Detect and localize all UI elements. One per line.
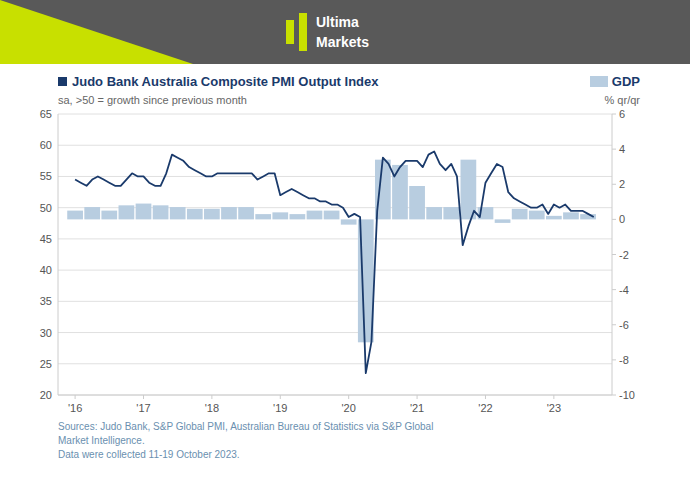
y2-tick-label: 2 [619, 178, 625, 190]
gdp-bar [341, 219, 357, 224]
y2-tick-label: -8 [619, 354, 629, 366]
y2-tick [612, 395, 616, 396]
gdp-bar [529, 211, 545, 220]
gdp-bar [512, 209, 528, 220]
grid-line [58, 301, 612, 302]
grid-line [58, 363, 612, 364]
y2-axis-label: % qr/qr [605, 94, 641, 106]
grid-line [58, 114, 612, 115]
x-axis-line [58, 395, 612, 396]
header-accent [0, 0, 193, 64]
y2-tick-label: 6 [619, 108, 625, 120]
gdp-bar [84, 207, 100, 219]
y-tick-label: 20 [40, 389, 52, 401]
gdp-bar [307, 211, 323, 220]
grid-line [58, 238, 612, 239]
grid-line [58, 145, 612, 146]
y-tick-label: 50 [40, 202, 52, 214]
x-tick [143, 395, 144, 399]
title: Judo Bank Australia Composite PMI Output… [72, 74, 379, 89]
gdp-bar [255, 214, 271, 219]
y-tick-label: 45 [40, 233, 52, 245]
x-tick-label: '21 [410, 402, 424, 414]
legend-swatch [590, 76, 608, 87]
y2-tick [612, 149, 616, 150]
x-tick-label: '19 [273, 402, 287, 414]
x-tick [485, 395, 486, 399]
grid-line [58, 270, 612, 271]
x-tick [280, 395, 281, 399]
logo-text: Markets [316, 34, 369, 50]
x-tick [75, 395, 76, 399]
logo-bar [299, 13, 307, 51]
gdp-bar [136, 204, 152, 220]
y-tick-label: 30 [40, 327, 52, 339]
pmi-line [75, 151, 594, 373]
y2-tick [612, 184, 616, 185]
logo-text: Ultima [316, 14, 359, 30]
x-tick-label: '17 [136, 402, 150, 414]
title-bullet [58, 77, 67, 86]
y2-tick-label: -2 [619, 249, 629, 261]
plot-marks [67, 151, 596, 373]
subtitle: sa, >50 = growth since previous month [58, 94, 247, 106]
gdp-bar [546, 216, 562, 220]
gdp-bar [392, 165, 408, 219]
x-tick-label: '20 [342, 402, 356, 414]
gdp-bar [563, 212, 579, 219]
source-text: Market Intelligence. [58, 435, 145, 446]
y2-tick-label: 4 [619, 143, 625, 155]
chart: Ultima Markets Judo Bank Australia Composi… [0, 0, 690, 479]
gdp-bar [204, 209, 220, 220]
y2-tick [612, 324, 616, 325]
x-tick [348, 395, 349, 399]
header-band [0, 0, 690, 64]
legend-label: GDP [612, 74, 641, 89]
grid-line [58, 395, 612, 396]
gdp-bar [187, 209, 203, 220]
gdp-bar [153, 205, 169, 219]
gdp-bar [443, 207, 459, 219]
x-tick-label: '16 [68, 402, 82, 414]
gdp-bar [101, 211, 117, 220]
gdp-bar [272, 212, 288, 219]
y2-tick-label: -4 [619, 284, 629, 296]
y-tick-label: 40 [40, 264, 52, 276]
y2-tick [612, 219, 616, 220]
grid-line [58, 332, 612, 333]
y-tick-label: 55 [40, 170, 52, 182]
x-tick-label: '23 [547, 402, 561, 414]
gdp-bar [426, 207, 442, 219]
y2-tick-label: 0 [619, 213, 625, 225]
gdp-bar [221, 207, 237, 219]
y-tick-label: 60 [40, 139, 52, 151]
y-tick-label: 25 [40, 358, 52, 370]
source-text: Sources: Judo Bank, S&P Global PMI, Aust… [58, 421, 433, 432]
y-axis-line [58, 114, 59, 395]
y2-tick-label: -6 [619, 319, 629, 331]
y-tick-label: 35 [40, 295, 52, 307]
logo-bar [286, 20, 294, 44]
gdp-bar [290, 214, 306, 219]
y2-tick [612, 359, 616, 360]
x-tick [211, 395, 212, 399]
y-tick-label: 65 [40, 108, 52, 120]
x-tick [417, 395, 418, 399]
gdp-bar [170, 207, 186, 219]
y2-tick [612, 289, 616, 290]
gdp-bar [409, 186, 425, 219]
gdp-bar [238, 207, 254, 219]
y2-tick [612, 254, 616, 255]
y2-axis-line [612, 114, 613, 395]
y2-tick-label: -10 [619, 389, 635, 401]
y2-tick [612, 114, 616, 115]
gdp-bar [67, 211, 83, 220]
x-tick [553, 395, 554, 399]
gdp-bar [119, 205, 135, 219]
x-tick-label: '18 [205, 402, 219, 414]
source-text: Data were collected 11-19 October 2023. [58, 449, 240, 460]
gdp-bar [324, 211, 340, 220]
x-tick-label: '22 [478, 402, 492, 414]
gdp-bar [495, 219, 511, 223]
